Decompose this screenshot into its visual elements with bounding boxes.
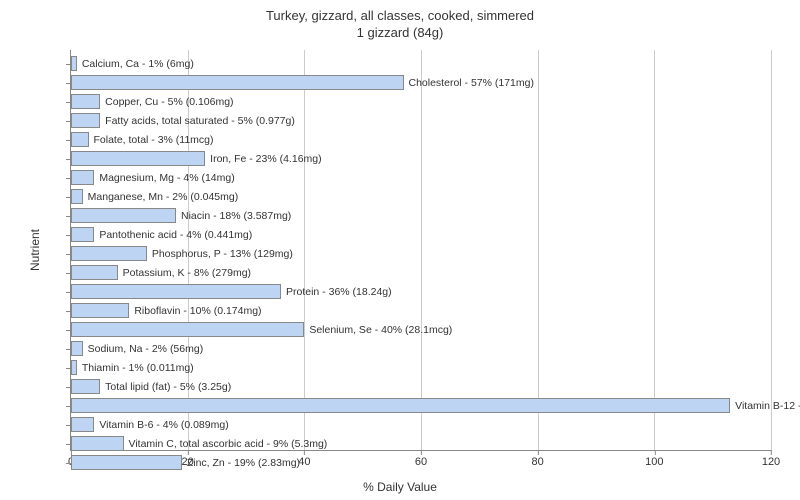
x-tick: 100 bbox=[645, 450, 663, 468]
bar bbox=[71, 113, 100, 128]
x-tick: 120 bbox=[762, 450, 780, 468]
bar-row: Potassium, K - 8% (279mg) bbox=[71, 265, 251, 280]
title-line-2: 1 gizzard (84g) bbox=[0, 25, 800, 42]
bar bbox=[71, 208, 176, 223]
bar-row: Vitamin C, total ascorbic acid - 9% (5.3… bbox=[71, 436, 327, 451]
bar-label: Cholesterol - 57% (171mg) bbox=[409, 77, 534, 89]
bar-row: Manganese, Mn - 2% (0.045mg) bbox=[71, 189, 238, 204]
bar-label: Protein - 36% (18.24g) bbox=[286, 286, 392, 298]
bar bbox=[71, 398, 730, 413]
gridline bbox=[538, 50, 539, 450]
bar bbox=[71, 360, 77, 375]
bar bbox=[71, 265, 118, 280]
bar-row: Protein - 36% (18.24g) bbox=[71, 284, 392, 299]
bar-label: Copper, Cu - 5% (0.106mg) bbox=[105, 96, 233, 108]
bar bbox=[71, 341, 83, 356]
gridline bbox=[421, 50, 422, 450]
bar bbox=[71, 170, 94, 185]
title-line-1: Turkey, gizzard, all classes, cooked, si… bbox=[0, 8, 800, 25]
bar-row: Phosphorus, P - 13% (129mg) bbox=[71, 246, 293, 261]
bar-label: Riboflavin - 10% (0.174mg) bbox=[134, 305, 261, 317]
bar-row: Pantothenic acid - 4% (0.441mg) bbox=[71, 227, 252, 242]
bar-row: Riboflavin - 10% (0.174mg) bbox=[71, 303, 262, 318]
bar bbox=[71, 227, 94, 242]
bar-row: Magnesium, Mg - 4% (14mg) bbox=[71, 170, 235, 185]
bar bbox=[71, 303, 129, 318]
bar-label: Potassium, K - 8% (279mg) bbox=[123, 267, 251, 279]
bar bbox=[71, 436, 124, 451]
bar bbox=[71, 379, 100, 394]
bar-row: Niacin - 18% (3.587mg) bbox=[71, 208, 291, 223]
bar bbox=[71, 246, 147, 261]
gridline bbox=[304, 50, 305, 450]
gridline bbox=[654, 50, 655, 450]
bar-row: Folate, total - 3% (11mcg) bbox=[71, 132, 214, 147]
bar-label: Vitamin C, total ascorbic acid - 9% (5.3… bbox=[129, 438, 328, 450]
bar-label: Total lipid (fat) - 5% (3.25g) bbox=[105, 381, 231, 393]
bar-row: Total lipid (fat) - 5% (3.25g) bbox=[71, 379, 231, 394]
bar bbox=[71, 284, 281, 299]
x-tick: 80 bbox=[532, 450, 544, 468]
bar-label: Pantothenic acid - 4% (0.441mg) bbox=[99, 229, 252, 241]
bar-row: Iron, Fe - 23% (4.16mg) bbox=[71, 151, 322, 166]
plot-area: 020406080100120Calcium, Ca - 1% (6mg)Cho… bbox=[70, 50, 771, 451]
bar-row: Copper, Cu - 5% (0.106mg) bbox=[71, 94, 234, 109]
nutrient-chart: Turkey, gizzard, all classes, cooked, si… bbox=[0, 0, 800, 500]
bar bbox=[71, 75, 404, 90]
bar-label: Phosphorus, P - 13% (129mg) bbox=[152, 248, 293, 260]
bar-row: Thiamin - 1% (0.011mg) bbox=[71, 360, 194, 375]
bar-label: Manganese, Mn - 2% (0.045mg) bbox=[88, 191, 239, 203]
chart-title: Turkey, gizzard, all classes, cooked, si… bbox=[0, 0, 800, 42]
bar-label: Magnesium, Mg - 4% (14mg) bbox=[99, 172, 234, 184]
bar-label: Sodium, Na - 2% (56mg) bbox=[88, 343, 204, 355]
bar bbox=[71, 132, 89, 147]
bar-row: Vitamin B-6 - 4% (0.089mg) bbox=[71, 417, 229, 432]
bar-row: Sodium, Na - 2% (56mg) bbox=[71, 341, 203, 356]
bar-row: Vitamin B-12 - 113% (6.79mcg) bbox=[71, 398, 800, 413]
bar-label: Thiamin - 1% (0.011mg) bbox=[82, 362, 194, 374]
x-axis-label: % Daily Value bbox=[363, 480, 437, 494]
bar bbox=[71, 189, 83, 204]
bar bbox=[71, 455, 182, 470]
bar-row: Cholesterol - 57% (171mg) bbox=[71, 75, 534, 90]
bar-label: Calcium, Ca - 1% (6mg) bbox=[82, 58, 194, 70]
bar-label: Selenium, Se - 40% (28.1mcg) bbox=[309, 324, 452, 336]
bar-row: Calcium, Ca - 1% (6mg) bbox=[71, 56, 194, 71]
bar-label: Vitamin B-12 - 113% (6.79mcg) bbox=[735, 400, 800, 412]
bar-label: Vitamin B-6 - 4% (0.089mg) bbox=[99, 419, 228, 431]
bar-row: Selenium, Se - 40% (28.1mcg) bbox=[71, 322, 452, 337]
y-axis-label: Nutrient bbox=[28, 229, 42, 271]
bar-label: Fatty acids, total saturated - 5% (0.977… bbox=[105, 115, 295, 127]
bar bbox=[71, 94, 100, 109]
bar-label: Niacin - 18% (3.587mg) bbox=[181, 210, 291, 222]
gridline bbox=[771, 50, 772, 450]
bar-label: Iron, Fe - 23% (4.16mg) bbox=[210, 153, 321, 165]
bar bbox=[71, 417, 94, 432]
bar-row: Zinc, Zn - 19% (2.83mg) bbox=[71, 455, 300, 470]
bar-label: Zinc, Zn - 19% (2.83mg) bbox=[187, 457, 300, 469]
x-tick: 40 bbox=[298, 450, 310, 468]
x-tick: 60 bbox=[415, 450, 427, 468]
bar bbox=[71, 322, 304, 337]
bar bbox=[71, 56, 77, 71]
bar-label: Folate, total - 3% (11mcg) bbox=[94, 134, 214, 146]
bar-row: Fatty acids, total saturated - 5% (0.977… bbox=[71, 113, 295, 128]
bar bbox=[71, 151, 205, 166]
